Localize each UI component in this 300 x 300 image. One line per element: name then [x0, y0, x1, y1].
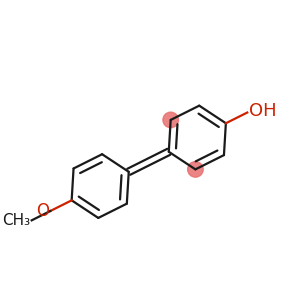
Circle shape	[163, 112, 178, 128]
Text: O: O	[36, 202, 50, 220]
Circle shape	[188, 162, 203, 177]
Text: OH: OH	[250, 102, 277, 120]
Text: CH₃: CH₃	[2, 213, 30, 228]
